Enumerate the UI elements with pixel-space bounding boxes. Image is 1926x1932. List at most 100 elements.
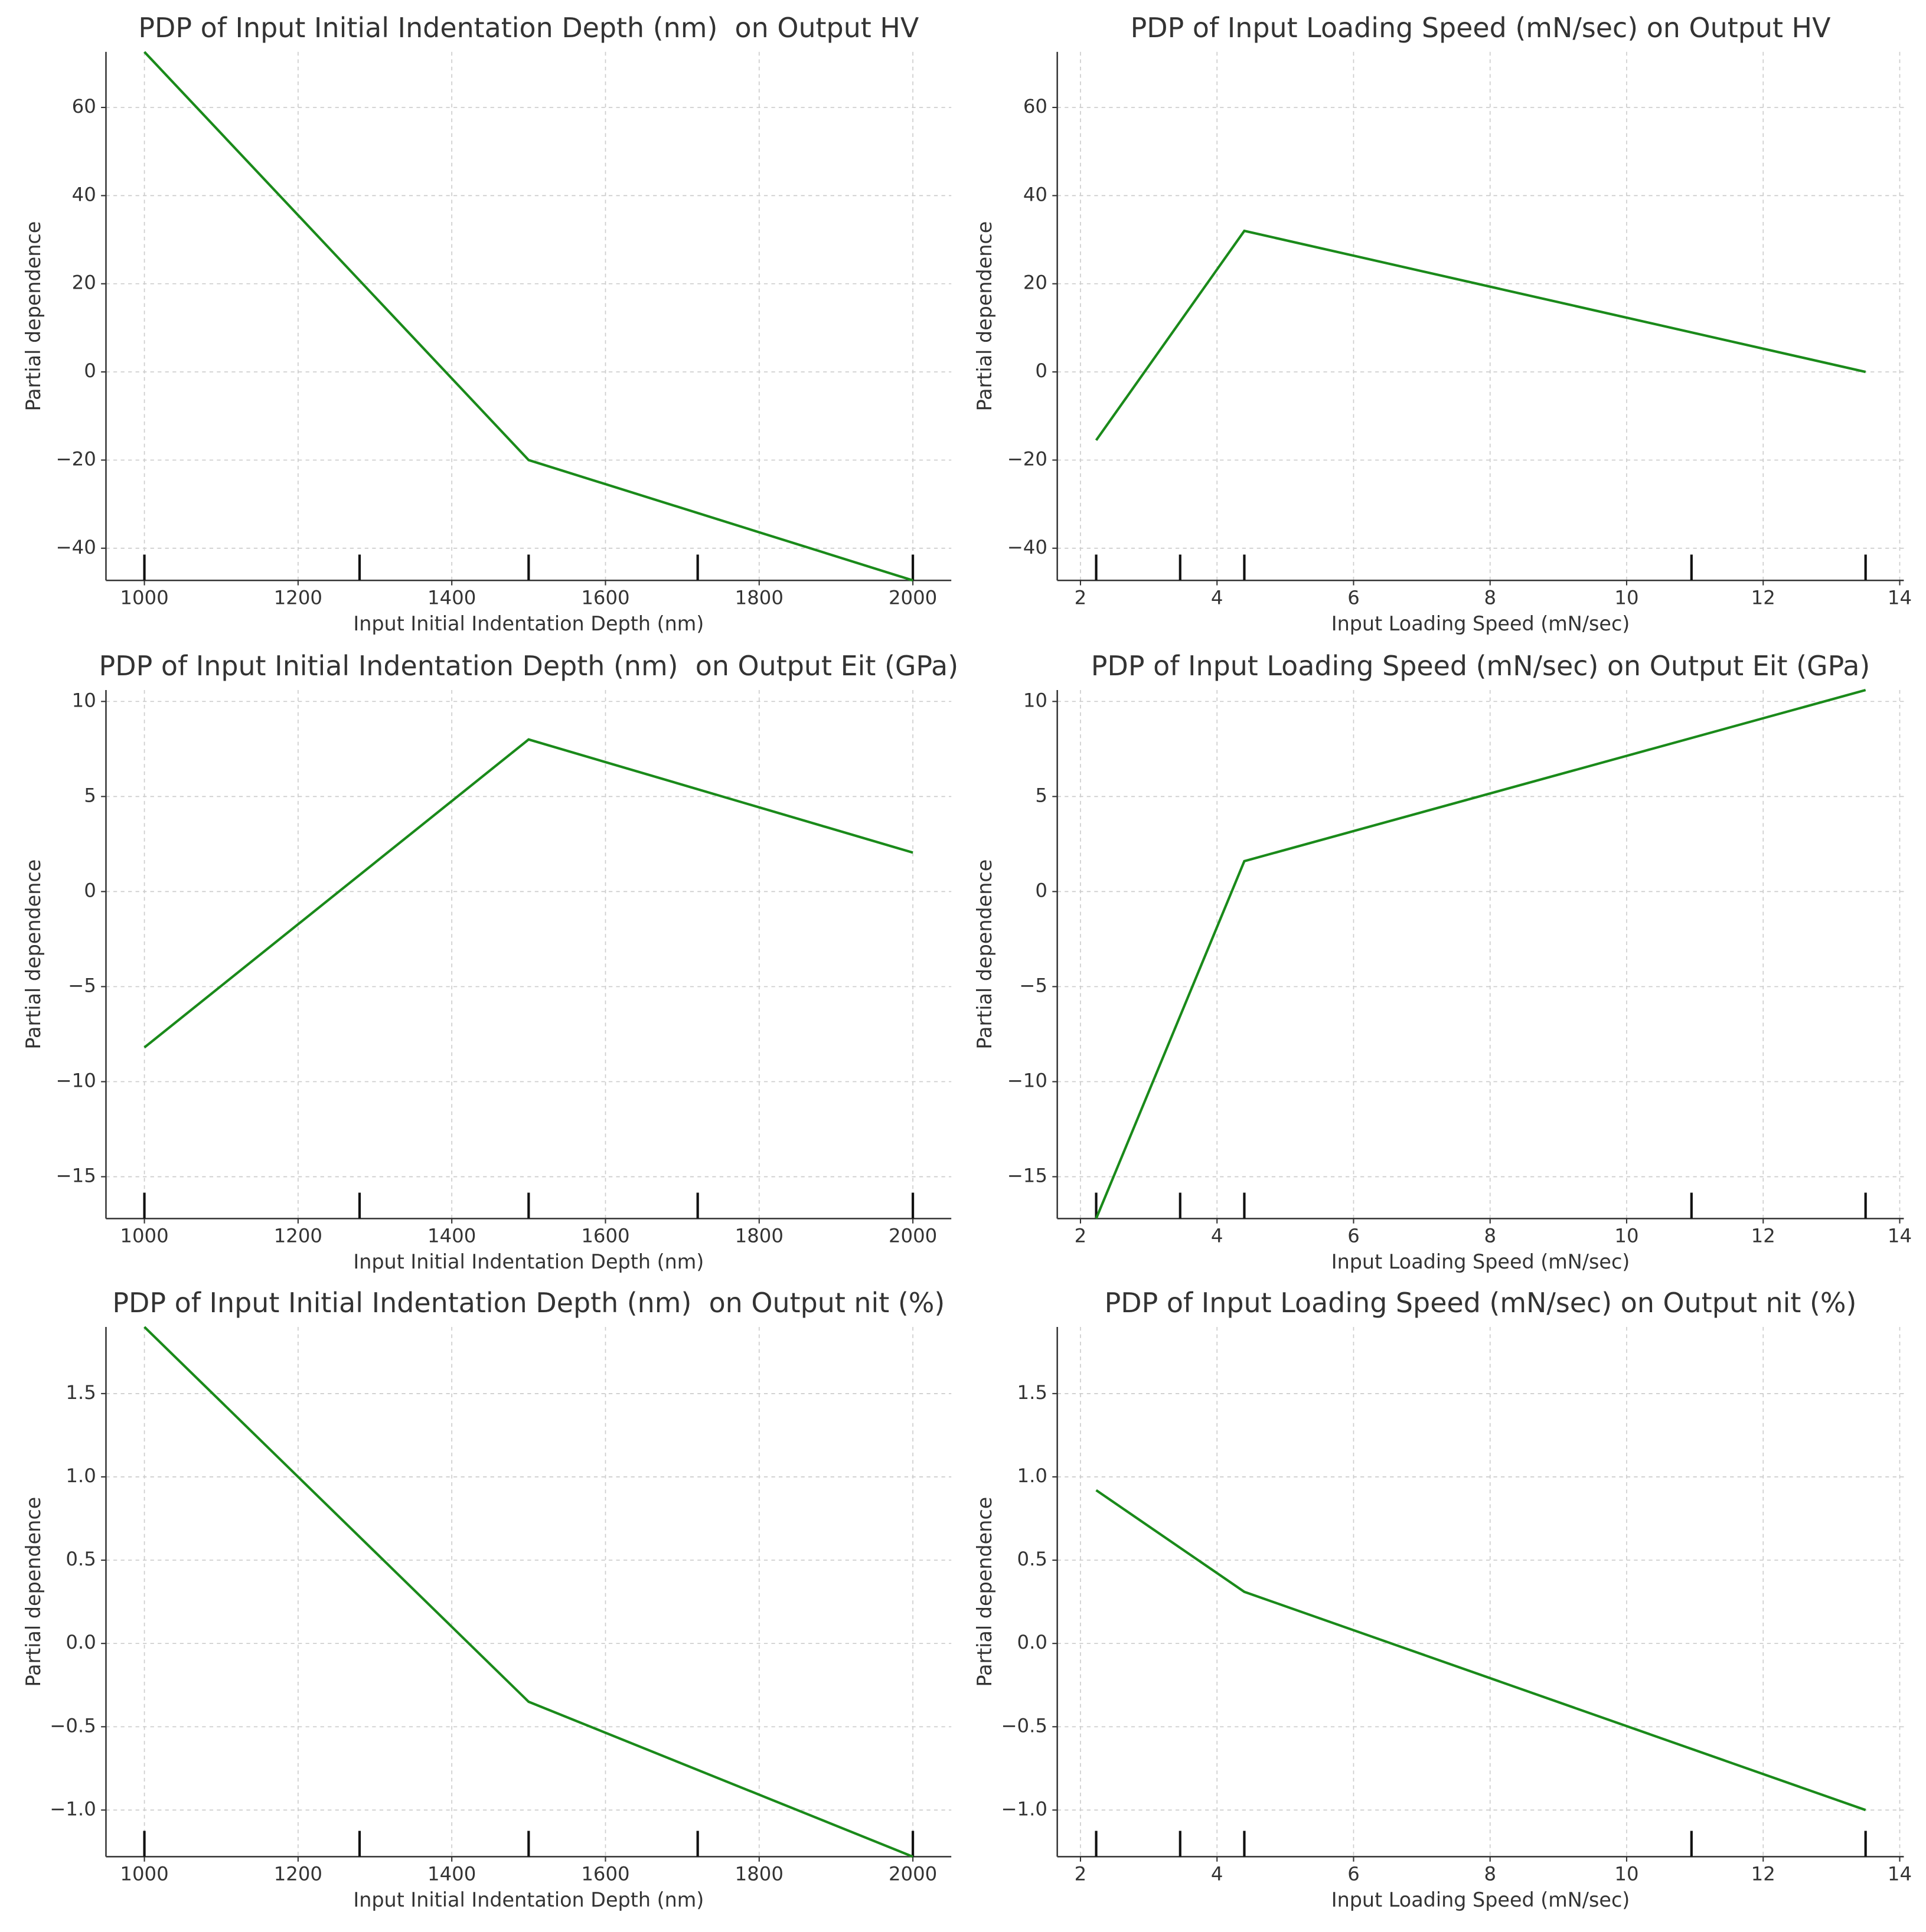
y-axis-label: Partial dependence — [973, 1497, 996, 1687]
y-tick-label: 0.0 — [66, 1631, 96, 1653]
x-tick-label: 1600 — [581, 587, 629, 609]
y-tick-label: 0 — [84, 359, 96, 382]
x-tick-label: 1600 — [581, 1225, 629, 1247]
x-tick-label: 1200 — [274, 1225, 322, 1247]
y-tick-label: 40 — [1023, 183, 1047, 205]
x-tick-label: 2000 — [889, 1225, 937, 1247]
subplot: PDP of Input Loading Speed (mN/sec) on O… — [973, 1287, 1912, 1911]
x-tick-label: 10 — [1614, 587, 1638, 609]
y-tick-label: 0.5 — [1017, 1548, 1047, 1570]
data-line — [1095, 688, 1866, 1220]
x-axis-label: Input Loading Speed (mN/sec) — [1331, 1250, 1630, 1273]
x-axis-label: Input Loading Speed (mN/sec) — [1331, 1888, 1630, 1911]
x-tick-label: 2 — [1075, 1225, 1087, 1247]
y-tick-label: 0 — [1035, 359, 1047, 382]
y-tick-label: −20 — [56, 447, 96, 470]
subplot: PDP of Input Initial Indentation Depth (… — [22, 1287, 952, 1911]
x-tick-label: 1000 — [120, 1225, 168, 1247]
subplot: PDP of Input Initial Indentation Depth (… — [22, 650, 958, 1273]
subplot-title: PDP of Input Initial Indentation Depth (… — [112, 1287, 945, 1319]
x-tick-label: 1000 — [120, 1863, 168, 1885]
y-tick-label: −5 — [68, 974, 96, 996]
y-tick-label: 0.5 — [66, 1548, 96, 1570]
x-tick-label: 4 — [1211, 1225, 1223, 1247]
x-tick-label: 10 — [1614, 1225, 1638, 1247]
y-axis-label: Partial dependence — [973, 221, 996, 411]
x-tick-label: 1200 — [274, 1863, 322, 1885]
x-tick-label: 6 — [1347, 587, 1360, 609]
x-axis-label: Input Initial Indentation Depth (nm) — [353, 1888, 704, 1911]
y-tick-label: −40 — [1007, 536, 1047, 558]
data-line — [143, 51, 913, 582]
y-tick-label: −40 — [56, 536, 96, 558]
x-tick-label: 12 — [1751, 587, 1775, 609]
x-tick-label: 2 — [1075, 587, 1087, 609]
x-tick-label: 1400 — [427, 1225, 476, 1247]
y-tick-label: 1.0 — [1017, 1464, 1047, 1487]
x-tick-label: 2000 — [889, 587, 937, 609]
y-tick-label: −15 — [56, 1164, 96, 1186]
y-tick-label: 1.5 — [66, 1381, 96, 1404]
y-tick-label: −0.5 — [1001, 1714, 1047, 1737]
x-tick-label: 1600 — [581, 1863, 629, 1885]
x-tick-label: 1200 — [274, 587, 322, 609]
y-tick-label: 10 — [1023, 689, 1047, 711]
x-tick-label: 8 — [1484, 1225, 1496, 1247]
subplot: PDP of Input Loading Speed (mN/sec) on O… — [973, 12, 1912, 635]
y-tick-label: 20 — [72, 272, 96, 294]
y-tick-label: −10 — [56, 1069, 96, 1091]
subplot-title: PDP of Input Loading Speed (mN/sec) on O… — [1091, 650, 1870, 682]
x-tick-label: 14 — [1888, 587, 1912, 609]
x-tick-label: 12 — [1751, 1863, 1775, 1885]
x-tick-label: 4 — [1211, 587, 1223, 609]
x-tick-label: 2000 — [889, 1863, 937, 1885]
subplot-title: PDP of Input Loading Speed (mN/sec) on O… — [1131, 12, 1831, 44]
y-tick-label: 20 — [1023, 272, 1047, 294]
y-axis-label: Partial dependence — [22, 859, 45, 1050]
x-tick-label: 1400 — [427, 1863, 476, 1885]
y-axis-label: Partial dependence — [22, 1497, 45, 1687]
y-tick-label: 1.0 — [66, 1464, 96, 1487]
x-tick-label: 1800 — [735, 1225, 784, 1247]
x-tick-label: 2 — [1075, 1863, 1087, 1885]
subplot: PDP of Input Initial Indentation Depth (… — [22, 12, 952, 635]
y-tick-label: 5 — [1035, 784, 1047, 806]
subplot: PDP of Input Loading Speed (mN/sec) on O… — [973, 650, 1912, 1273]
y-tick-label: −15 — [1007, 1164, 1047, 1186]
y-tick-label: −20 — [1007, 447, 1047, 470]
y-tick-label: 5 — [84, 784, 96, 806]
y-tick-label: 40 — [72, 183, 96, 205]
data-line — [143, 738, 913, 1049]
x-tick-label: 1000 — [120, 587, 168, 609]
x-tick-label: 1800 — [735, 1863, 784, 1885]
x-tick-label: 1800 — [735, 587, 784, 609]
x-tick-label: 14 — [1888, 1225, 1912, 1247]
x-tick-label: 6 — [1347, 1863, 1360, 1885]
x-axis-label: Input Initial Indentation Depth (nm) — [353, 612, 704, 635]
y-tick-label: −10 — [1007, 1069, 1047, 1091]
x-tick-label: 4 — [1211, 1863, 1223, 1885]
y-tick-label: 60 — [72, 95, 96, 117]
x-tick-label: 14 — [1888, 1863, 1912, 1885]
x-axis-label: Input Initial Indentation Depth (nm) — [353, 1250, 704, 1273]
subplot-title: PDP of Input Initial Indentation Depth (… — [99, 650, 959, 682]
y-axis-label: Partial dependence — [973, 859, 996, 1050]
data-line — [1095, 229, 1866, 442]
y-tick-label: 0 — [84, 879, 96, 901]
x-tick-label: 10 — [1614, 1863, 1638, 1885]
y-tick-label: 1.5 — [1017, 1381, 1047, 1404]
y-tick-label: −1.0 — [50, 1797, 96, 1820]
x-tick-label: 12 — [1751, 1225, 1775, 1247]
subplot-title: PDP of Input Loading Speed (mN/sec) on O… — [1105, 1287, 1857, 1319]
x-tick-label: 1400 — [427, 587, 476, 609]
x-tick-label: 6 — [1347, 1225, 1360, 1247]
y-tick-label: 0 — [1035, 879, 1047, 901]
x-axis-label: Input Loading Speed (mN/sec) — [1331, 612, 1630, 635]
y-tick-label: −5 — [1019, 974, 1047, 996]
y-axis-label: Partial dependence — [22, 221, 45, 411]
y-tick-label: −1.0 — [1001, 1797, 1047, 1820]
y-tick-label: 60 — [1023, 95, 1047, 117]
x-tick-label: 8 — [1484, 587, 1496, 609]
subplot-title: PDP of Input Initial Indentation Depth (… — [138, 12, 919, 44]
